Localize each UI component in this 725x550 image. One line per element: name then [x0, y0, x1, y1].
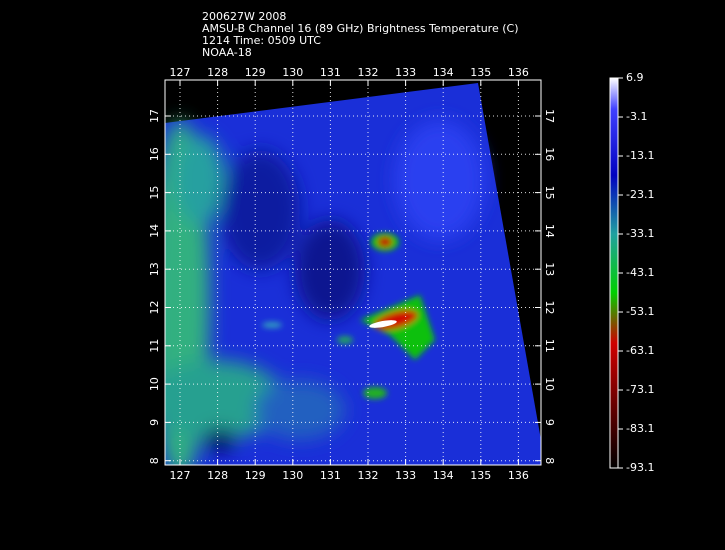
lat-label-right: 14 [543, 224, 556, 238]
lat-label-right: 13 [543, 262, 556, 276]
colorbar-label: -83.1 [626, 422, 654, 435]
colorbar-label: -3.1 [626, 110, 647, 123]
lon-label-top: 128 [207, 66, 228, 79]
lon-label-bottom: 135 [470, 469, 491, 482]
map-frame [164, 79, 542, 466]
lon-label-top: 130 [282, 66, 303, 79]
title-line: 200627W 2008 [202, 10, 286, 23]
lat-label-left: 17 [148, 109, 161, 123]
lon-label-top: 132 [358, 66, 379, 79]
lon-label-bottom: 131 [320, 469, 341, 482]
colorbar-label: -13.1 [626, 149, 654, 162]
title-line: AMSU-B Channel 16 (89 GHz) Brightness Te… [202, 22, 519, 35]
lat-label-right: 12 [543, 301, 556, 315]
lat-label-right: 15 [543, 186, 556, 200]
lat-label-left: 8 [148, 457, 161, 464]
lat-label-left: 16 [148, 147, 161, 161]
lon-label-top: 134 [433, 66, 454, 79]
lat-label-left: 15 [148, 186, 161, 200]
lat-label-left: 12 [148, 301, 161, 315]
lat-label-left: 13 [148, 262, 161, 276]
colorbar-label: 6.9 [626, 71, 644, 84]
lat-label-right: 16 [543, 147, 556, 161]
lat-label-right: 11 [543, 339, 556, 353]
colorbar-label: -73.1 [626, 383, 654, 396]
colorbar [609, 77, 619, 469]
lon-label-bottom: 133 [395, 469, 416, 482]
lon-label-bottom: 134 [433, 469, 454, 482]
lat-label-left: 11 [148, 339, 161, 353]
lon-label-bottom: 136 [508, 469, 529, 482]
lat-label-right: 10 [543, 377, 556, 391]
lon-label-bottom: 132 [358, 469, 379, 482]
lon-label-bottom: 128 [207, 469, 228, 482]
colorbar-label: -23.1 [626, 188, 654, 201]
title-line: NOAA-18 [202, 46, 252, 59]
colorbar-label: -53.1 [626, 305, 654, 318]
lon-label-bottom: 129 [245, 469, 266, 482]
lat-label-right: 8 [543, 457, 556, 464]
colorbar-label: -93.1 [626, 461, 654, 474]
lon-label-bottom: 130 [282, 469, 303, 482]
lat-label-left: 10 [148, 377, 161, 391]
lon-label-bottom: 127 [170, 469, 191, 482]
lon-label-top: 135 [470, 66, 491, 79]
title-line: 1214 Time: 0509 UTC [202, 34, 321, 47]
colorbar-label: -63.1 [626, 344, 654, 357]
lat-label-left: 14 [148, 224, 161, 238]
imagery [165, 83, 541, 465]
lon-label-top: 136 [508, 66, 529, 79]
lon-label-top: 133 [395, 66, 416, 79]
lon-label-top: 131 [320, 66, 341, 79]
colorbar-label: -43.1 [626, 266, 654, 279]
lon-label-top: 127 [170, 66, 191, 79]
lat-label-left: 9 [148, 419, 161, 426]
lat-label-right: 9 [543, 419, 556, 426]
lon-label-top: 129 [245, 66, 266, 79]
colorbar-label: -33.1 [626, 227, 654, 240]
lat-label-right: 17 [543, 109, 556, 123]
